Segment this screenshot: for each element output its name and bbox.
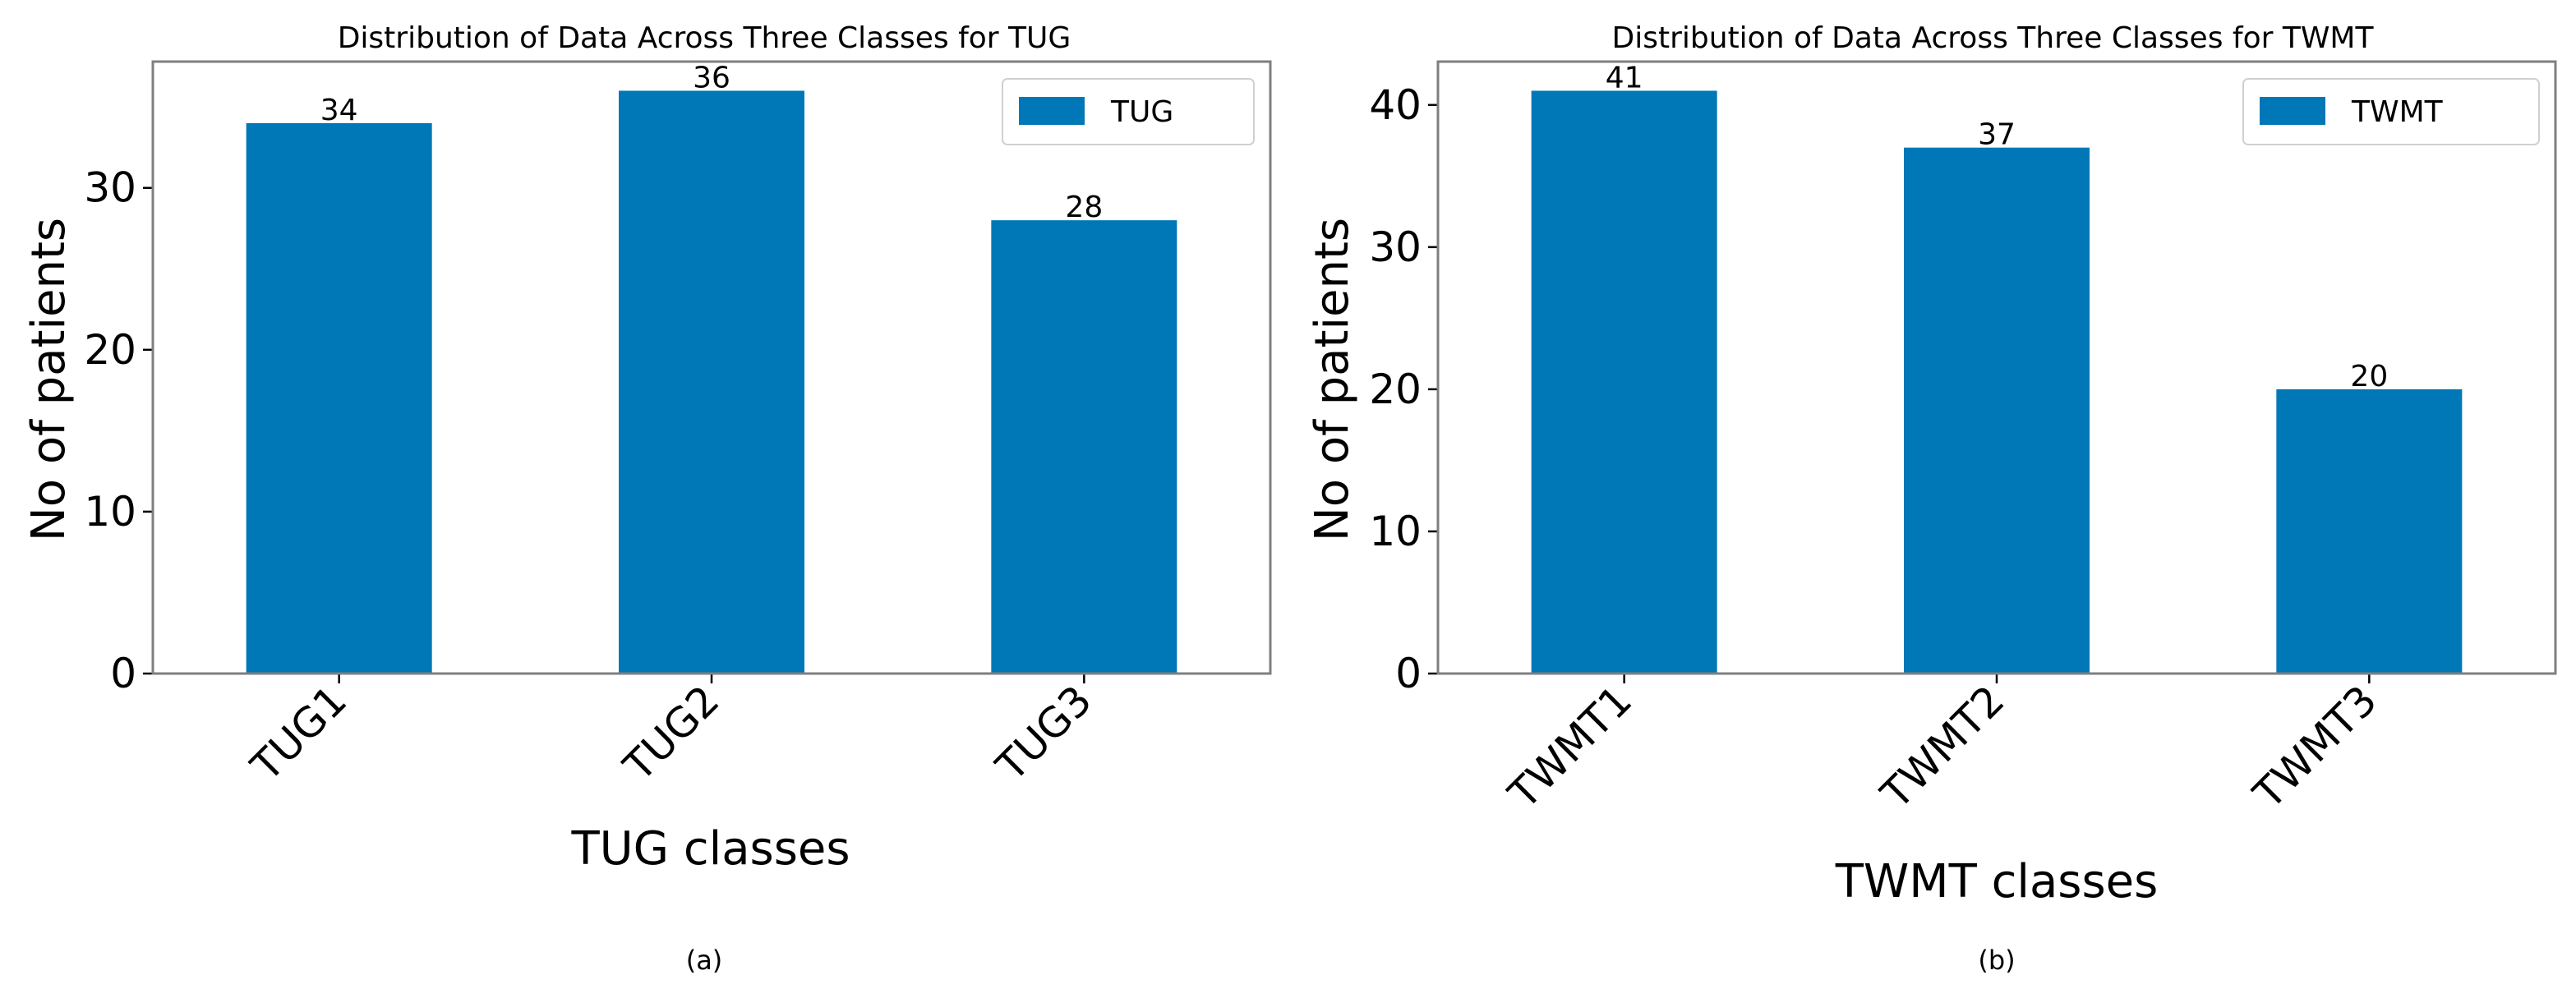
bar-tug1 [246,122,432,674]
ticks-group: 0 10 20 30 TUG1 TUG2 TUG3 [84,164,1100,791]
legend-label: TUG [1110,95,1173,129]
y-tick-label: 20 [1369,366,1422,413]
axes-frame [151,60,1272,675]
axes-frame [1436,60,2557,675]
data-label: 34 [320,94,358,127]
y-axis-label: No of patients [22,218,76,541]
ticks-group: 0 10 20 30 40 TWMT1 TWMT2 TWMT3 [1369,81,2385,819]
bar-twmt3 [2276,389,2463,674]
legend-label: TWMT [2351,95,2444,129]
legend-box [2242,78,2540,145]
y-tick-label: 10 [84,488,136,536]
data-label: 36 [693,61,730,94]
legend-box [1002,78,1255,145]
data-label: 20 [2350,360,2388,393]
data-label: 28 [1065,191,1103,224]
data-labels-group: 34 36 28 [320,61,1103,224]
chart-title: Distribution of Data Across Three Classe… [338,21,1071,55]
x-axis-label: TWMT classes [1835,855,2159,908]
bar-twmt1 [1531,90,1717,674]
legend-swatch [1019,97,1085,125]
chart-panel-tug: Distribution of Data Across Three Classe… [22,21,1272,976]
bar-tug3 [991,220,1177,674]
y-tick-label: 30 [84,164,136,212]
data-label: 41 [1606,61,1643,94]
panel-caption: (a) [686,945,723,976]
panel-caption: (b) [1978,945,2015,976]
chart-title: Distribution of Data Across Three Classe… [1612,21,2375,55]
x-tick-label: TUG1 [242,676,356,790]
bar-twmt2 [1904,147,2090,674]
y-tick-label: 0 [110,650,136,697]
y-tick-label: 30 [1369,223,1422,271]
chart-panel-twmt: Distribution of Data Across Three Classe… [1306,21,2557,976]
x-tick-label: TWMT3 [2244,676,2386,818]
y-tick-label: 20 [84,326,136,374]
legend: TUG [1002,78,1255,145]
x-tick-label: TWMT2 [1872,676,2014,818]
bar-tug2 [619,90,804,674]
x-tick-label: TUG2 [614,676,728,790]
x-axis-label: TUG classes [570,822,850,876]
y-tick-label: 40 [1369,81,1422,129]
legend-swatch [2260,97,2325,125]
data-label: 37 [1978,118,2016,152]
x-tick-label: TWMT1 [1499,676,1641,818]
y-tick-label: 0 [1395,650,1422,697]
data-labels-group: 41 37 20 [1606,61,2388,393]
bars-group [246,90,1177,674]
y-tick-label: 10 [1369,508,1422,555]
legend: TWMT [2242,78,2540,145]
y-axis-label: No of patients [1306,218,1359,541]
x-tick-label: TUG3 [987,676,1101,790]
bars-group [1531,90,2463,674]
